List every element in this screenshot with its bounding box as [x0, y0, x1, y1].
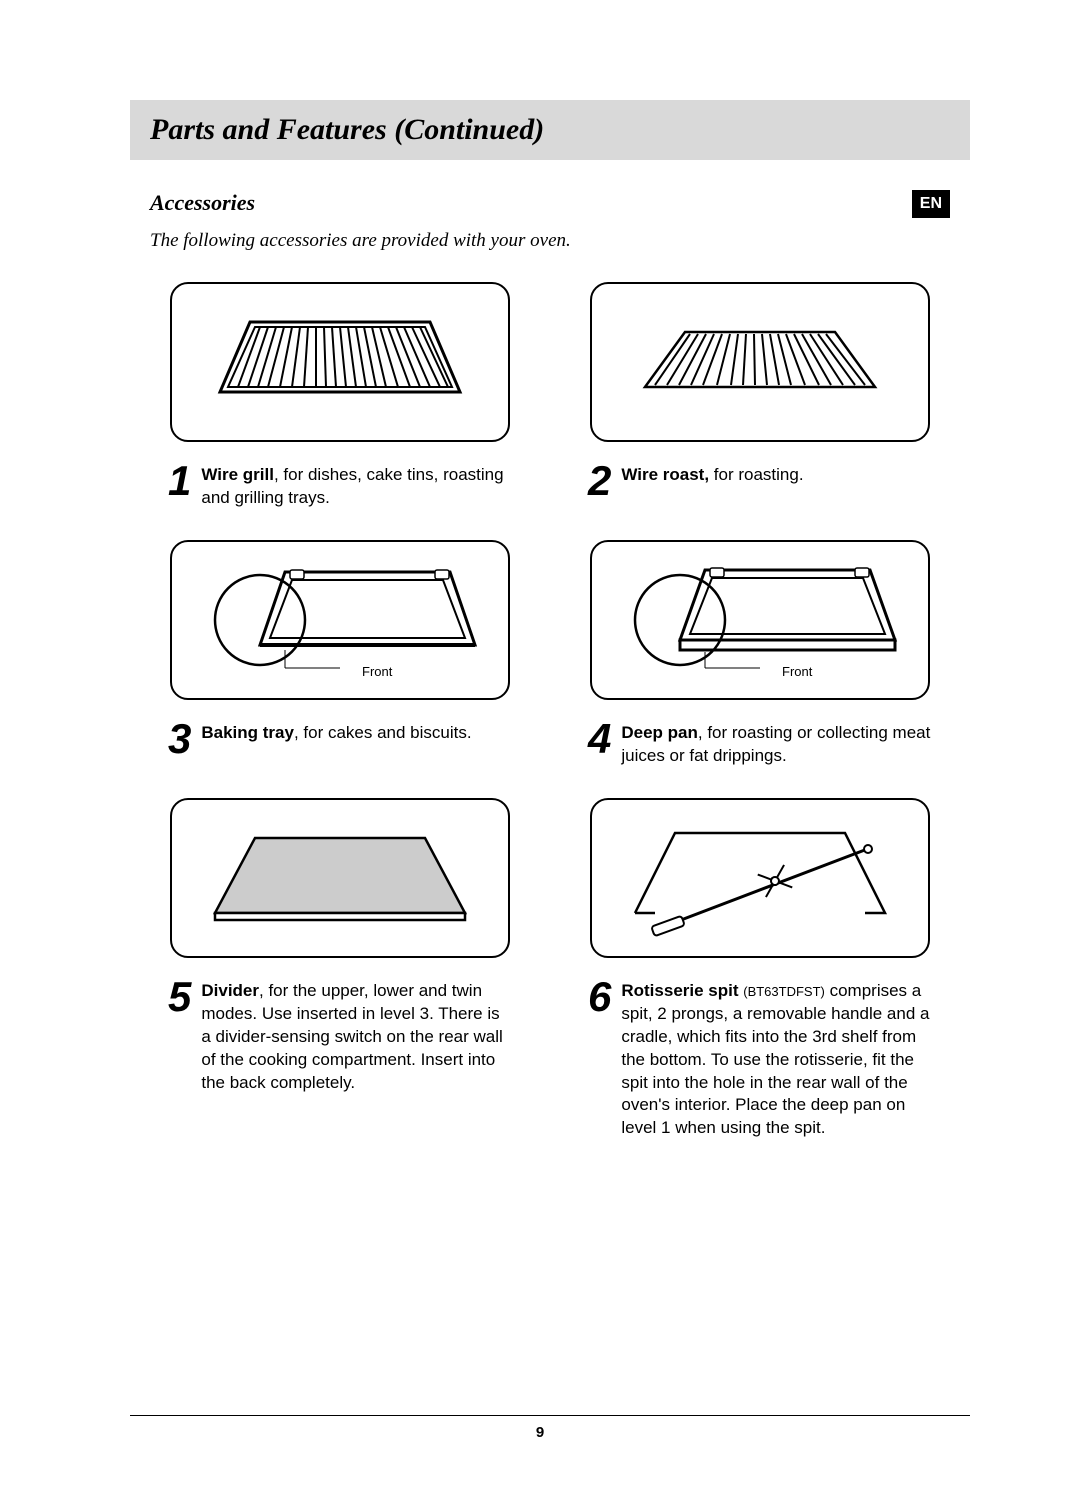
accessory-cell: Front 4 Deep pan, for roasting or collec… [570, 540, 950, 768]
item-bold: Wire roast, [621, 465, 709, 484]
accessory-description: 5 Divider, for the upper, lower and twin… [150, 978, 530, 1095]
accessory-cell: Front 3 Baking tray, for cakes and biscu… [150, 540, 530, 768]
item-bold: Deep pan [621, 723, 698, 742]
accessory-cell: 6 Rotisserie spit (BT63TDFST) comprises … [570, 798, 950, 1141]
deep-pan-illustration: Front [590, 540, 930, 700]
item-bold: Wire grill [201, 465, 274, 484]
item-text: Wire roast, for roasting. [621, 462, 803, 487]
page-title: Parts and Features (Continued) [150, 113, 544, 147]
page-container: Parts and Features (Continued) Accessori… [0, 0, 1080, 1140]
baking-tray-illustration: Front [170, 540, 510, 700]
accessory-description: 1 Wire grill, for dishes, cake tins, roa… [150, 462, 530, 510]
item-text: Rotisserie spit (BT63TDFST) comprises a … [621, 978, 932, 1141]
item-model: (BT63TDFST) [743, 984, 825, 999]
accessory-cell: 5 Divider, for the upper, lower and twin… [150, 798, 530, 1141]
item-number: 1 [168, 462, 191, 500]
footer-divider [130, 1415, 970, 1416]
intro-text: The following accessories are provided w… [150, 230, 950, 252]
item-text: Wire grill, for dishes, cake tins, roast… [201, 462, 512, 510]
deep-pan-icon [610, 550, 910, 690]
section-subheader: Accessories [150, 190, 255, 216]
item-rest: , for cakes and biscuits. [294, 723, 472, 742]
divider-illustration [170, 798, 510, 958]
divider-icon [200, 818, 480, 938]
item-text: Deep pan, for roasting or collecting mea… [621, 720, 932, 768]
item-rest: comprises a spit, 2 prongs, a removable … [621, 981, 929, 1138]
language-badge: EN [912, 190, 950, 218]
item-bold: Baking tray [201, 723, 294, 742]
accessory-description: 4 Deep pan, for roasting or collecting m… [570, 720, 950, 768]
baking-tray-icon [190, 550, 490, 690]
item-rest: for roasting. [709, 465, 804, 484]
item-number: 5 [168, 978, 191, 1016]
item-text: Divider, for the upper, lower and twin m… [201, 978, 512, 1095]
accessory-description: 2 Wire roast, for roasting. [570, 462, 950, 500]
accessory-description: 6 Rotisserie spit (BT63TDFST) comprises … [570, 978, 950, 1141]
item-bold: Rotisserie spit [621, 981, 743, 1000]
page-number: 9 [0, 1424, 1080, 1441]
subheader-row: Accessories EN [150, 190, 950, 218]
rotisserie-illustration [590, 798, 930, 958]
item-number: 2 [588, 462, 611, 500]
accessory-grid: 1 Wire grill, for dishes, cake tins, roa… [150, 282, 950, 1140]
title-bar: Parts and Features (Continued) [130, 100, 970, 160]
wire-roast-illustration [590, 282, 930, 442]
wire-grill-icon [210, 307, 470, 417]
rotisserie-icon [610, 813, 910, 943]
item-number: 3 [168, 720, 191, 758]
item-number: 4 [588, 720, 611, 758]
item-number: 6 [588, 978, 611, 1016]
front-label: Front [362, 664, 392, 679]
wire-grill-illustration [170, 282, 510, 442]
accessory-cell: 1 Wire grill, for dishes, cake tins, roa… [150, 282, 530, 510]
wire-roast-icon [630, 312, 890, 412]
item-text: Baking tray, for cakes and biscuits. [201, 720, 471, 745]
accessory-description: 3 Baking tray, for cakes and biscuits. [150, 720, 530, 758]
front-label: Front [782, 664, 812, 679]
item-bold: Divider [201, 981, 259, 1000]
accessory-cell: 2 Wire roast, for roasting. [570, 282, 950, 510]
